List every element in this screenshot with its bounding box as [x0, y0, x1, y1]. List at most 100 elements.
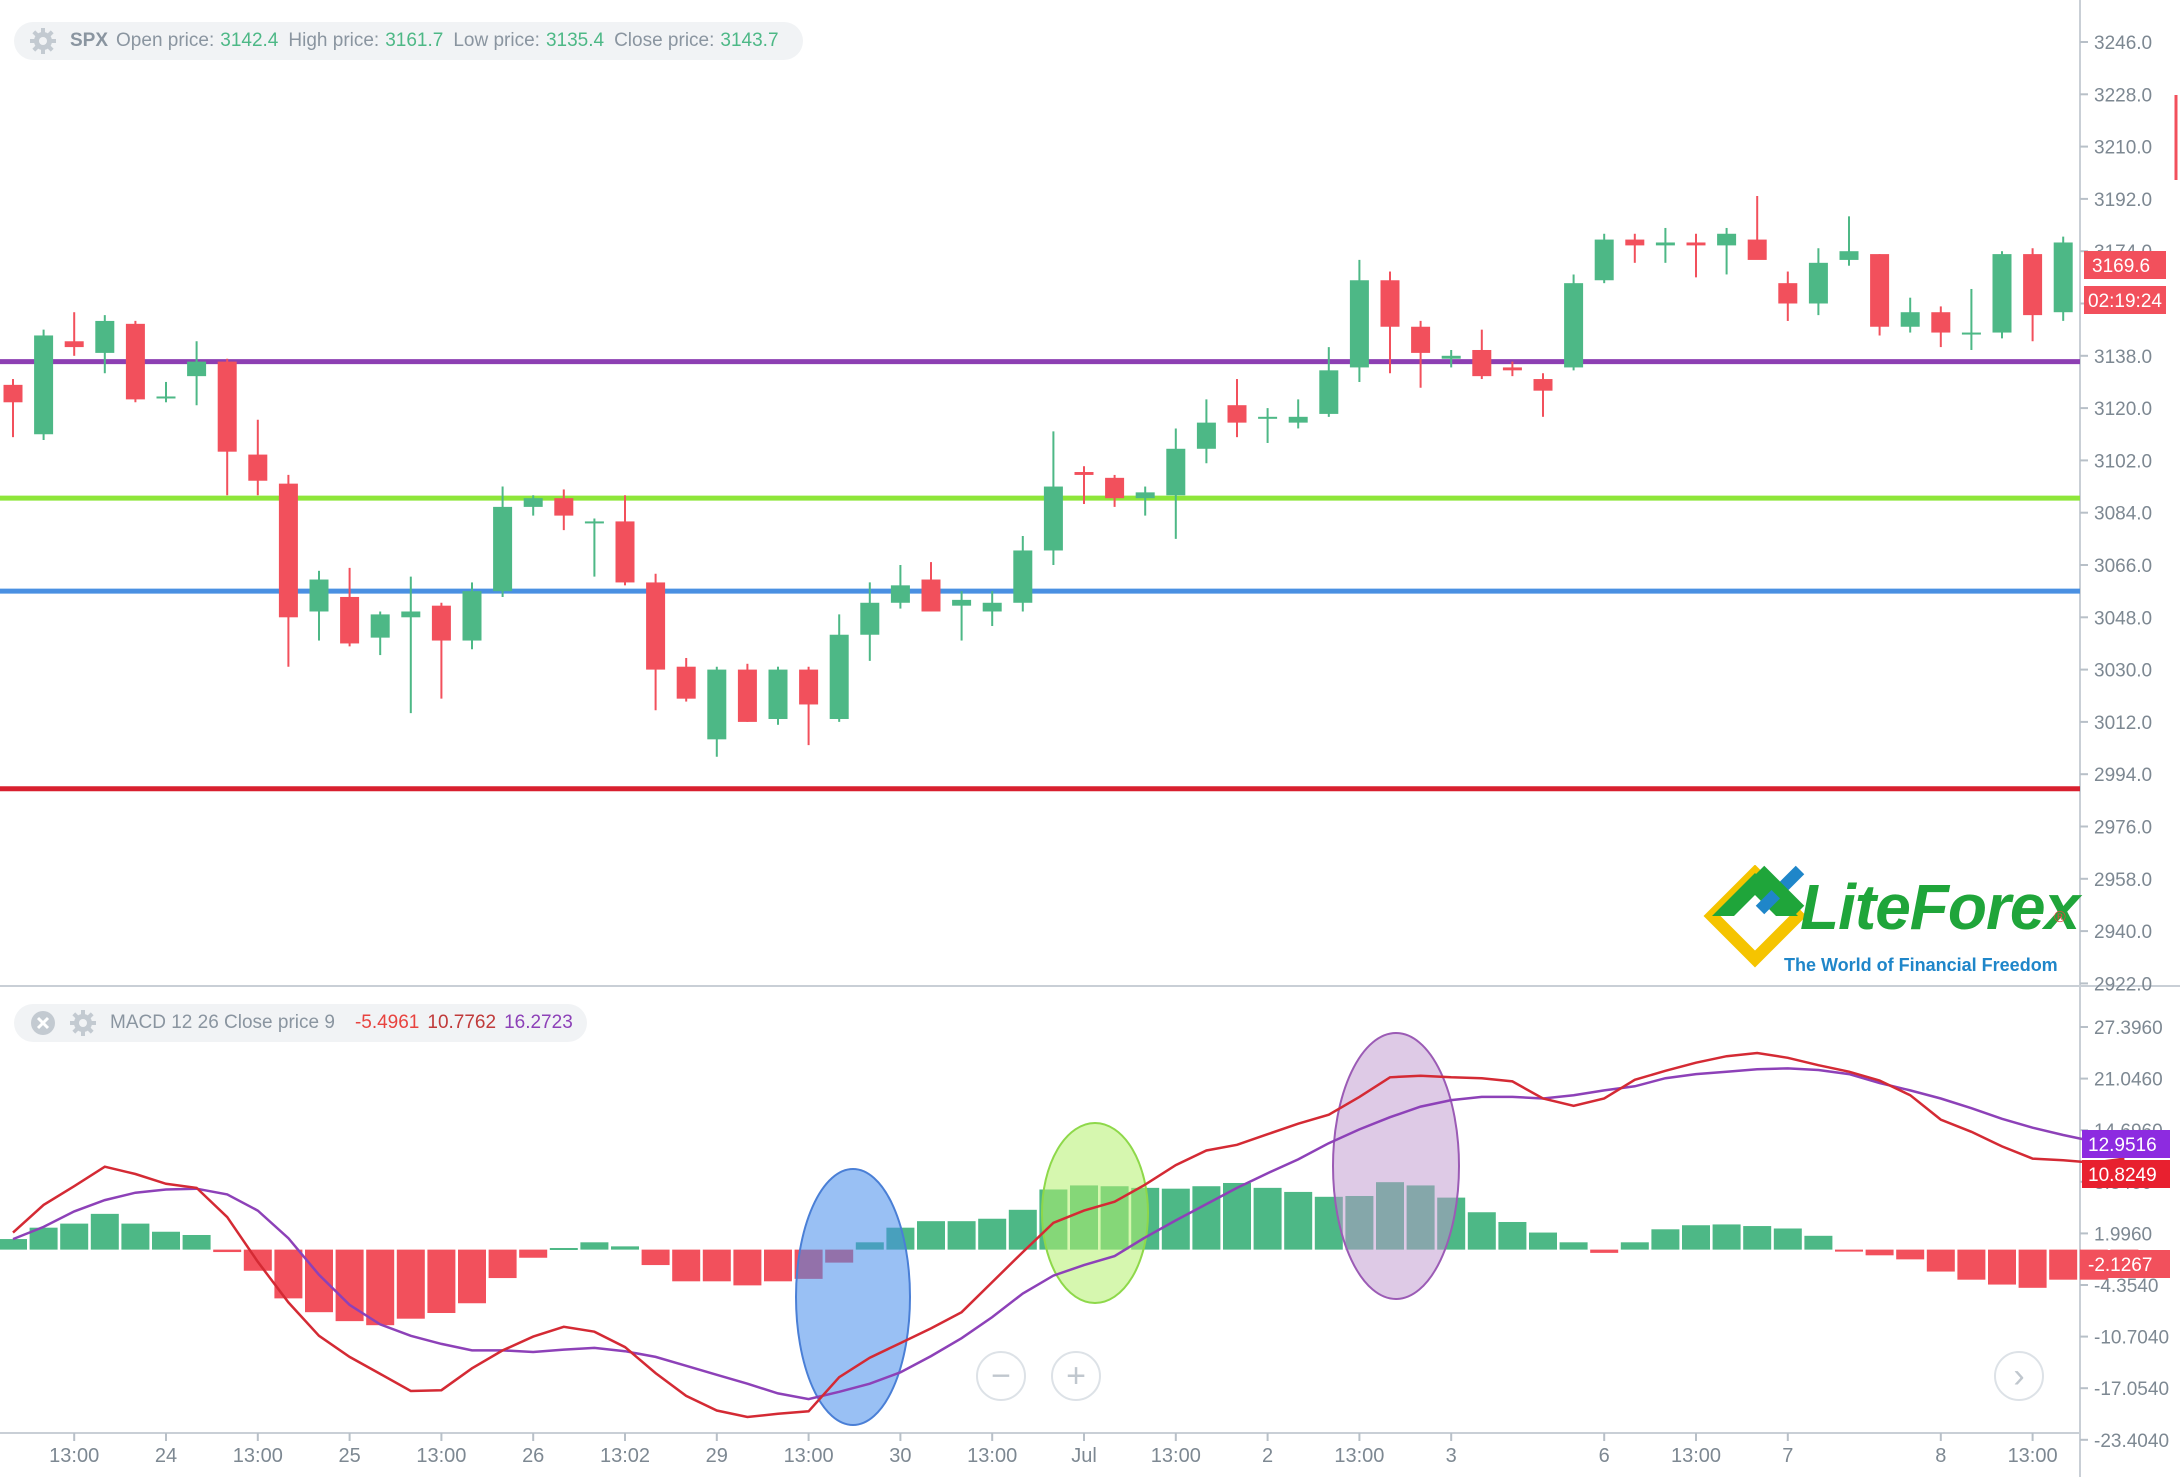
macd-signal-line[interactable] [12, 1067, 2125, 1401]
candle[interactable] [829, 634, 849, 719]
macd-histogram-bar[interactable] [1651, 1229, 1680, 1250]
candle[interactable] [1105, 477, 1125, 499]
candle[interactable] [737, 669, 757, 722]
candle[interactable] [1074, 472, 1094, 475]
macd-histogram-bar[interactable] [1988, 1249, 2016, 1285]
macd-histogram-bar[interactable] [121, 1223, 150, 1250]
candle[interactable] [493, 506, 513, 592]
candle[interactable] [1717, 233, 1737, 246]
candle[interactable] [1288, 416, 1308, 423]
candle[interactable] [1747, 239, 1767, 260]
macd-histogram-bar[interactable] [1773, 1228, 1802, 1250]
candle[interactable] [1319, 370, 1339, 414]
macd-histogram-bar[interactable] [2018, 1249, 2047, 1288]
candle[interactable] [1900, 312, 1920, 327]
candle[interactable] [676, 666, 696, 699]
macd-histogram-bar[interactable] [305, 1249, 333, 1313]
candle[interactable] [1166, 448, 1186, 496]
macd-histogram-bar[interactable] [1253, 1187, 1282, 1250]
candle[interactable] [156, 396, 176, 399]
macd-histogram-bar[interactable] [213, 1249, 242, 1253]
candle[interactable] [462, 591, 482, 641]
macd-histogram-bar[interactable] [1559, 1242, 1588, 1250]
candle[interactable] [1472, 349, 1492, 377]
macd-histogram-bar[interactable] [396, 1249, 425, 1319]
candle[interactable] [248, 454, 268, 481]
candle[interactable] [1625, 239, 1645, 246]
candle[interactable] [1441, 355, 1461, 359]
zoom-out-button[interactable]: − [976, 1351, 1026, 1401]
macd-histogram-bar[interactable] [1467, 1212, 1496, 1250]
macd-histogram-bar[interactable] [764, 1249, 792, 1282]
macd-histogram-bar[interactable] [2049, 1249, 2078, 1280]
candle[interactable] [125, 323, 145, 400]
macd-histogram-bar[interactable] [1284, 1191, 1313, 1250]
macd-histogram-bar[interactable] [1590, 1249, 1619, 1253]
macd-histogram-bar[interactable] [672, 1249, 701, 1282]
macd-histogram-bar[interactable] [29, 1227, 58, 1250]
candle[interactable] [1043, 486, 1063, 551]
macd-histogram-bar[interactable] [182, 1234, 211, 1250]
macd-histogram-bar[interactable] [549, 1247, 578, 1250]
macd-histogram-bar[interactable] [1835, 1249, 1863, 1252]
macd-histogram-bar[interactable] [1620, 1242, 1649, 1250]
macd-histogram-bar[interactable] [427, 1249, 456, 1314]
macd-histogram-bar[interactable] [1865, 1249, 1894, 1256]
candle[interactable] [1594, 239, 1614, 281]
macd-histogram-bar[interactable] [1498, 1221, 1527, 1250]
candle[interactable] [401, 611, 421, 618]
candle[interactable] [1258, 416, 1278, 419]
candle[interactable] [615, 521, 635, 583]
candle[interactable] [3, 384, 23, 403]
macd-histogram-bar[interactable] [1957, 1249, 1986, 1280]
macd-histogram-bar[interactable] [152, 1231, 180, 1250]
candle[interactable] [707, 669, 727, 740]
candle[interactable] [187, 361, 207, 377]
candle[interactable] [1135, 492, 1155, 499]
candle[interactable] [340, 596, 360, 644]
macd-histogram-bar[interactable] [458, 1249, 486, 1304]
macd-histogram-bar[interactable] [702, 1249, 731, 1282]
candle[interactable] [1564, 283, 1584, 368]
macd-histogram-bar[interactable] [519, 1249, 548, 1258]
candle[interactable] [1349, 280, 1369, 368]
candle[interactable] [799, 669, 819, 705]
gear-icon[interactable] [68, 1008, 98, 1038]
candle[interactable] [1380, 280, 1400, 327]
macd-histogram-bar[interactable] [0, 1239, 27, 1250]
close-icon[interactable] [28, 1008, 58, 1038]
candle[interactable] [952, 599, 972, 606]
macd-line[interactable] [12, 1051, 2125, 1419]
macd-histogram-bar[interactable] [733, 1249, 762, 1286]
candle[interactable] [370, 614, 390, 638]
macd-histogram-bar[interactable] [366, 1249, 395, 1326]
candle[interactable] [1992, 254, 2012, 333]
candle[interactable] [554, 498, 574, 516]
candle[interactable] [584, 521, 604, 524]
gear-icon[interactable] [28, 26, 58, 56]
candle[interactable] [890, 585, 910, 603]
candle[interactable] [768, 669, 788, 719]
candle[interactable] [1931, 312, 1951, 333]
candle[interactable] [309, 579, 329, 612]
scroll-right-button[interactable]: › [1994, 1351, 2044, 1401]
candle[interactable] [1870, 254, 1890, 327]
macd-histogram-bar[interactable] [1926, 1249, 1955, 1272]
macd-histogram-bar[interactable] [580, 1242, 609, 1250]
candle[interactable] [34, 335, 54, 435]
candle[interactable] [1778, 283, 1798, 304]
macd-histogram-bar[interactable] [60, 1223, 89, 1250]
macd-histogram-bar[interactable] [488, 1249, 517, 1279]
candle[interactable] [1013, 550, 1033, 603]
candle[interactable] [1502, 367, 1522, 371]
candle[interactable] [523, 498, 543, 507]
candle[interactable] [982, 602, 1002, 612]
macd-histogram-bar[interactable] [1192, 1186, 1221, 1250]
macd-histogram-bar[interactable] [1529, 1232, 1557, 1250]
candle[interactable] [1655, 242, 1675, 246]
candle[interactable] [1808, 262, 1828, 304]
zoom-in-button[interactable]: + [1051, 1351, 1101, 1401]
candle[interactable] [64, 341, 84, 348]
macd-histogram-bar[interactable] [1896, 1249, 1925, 1260]
